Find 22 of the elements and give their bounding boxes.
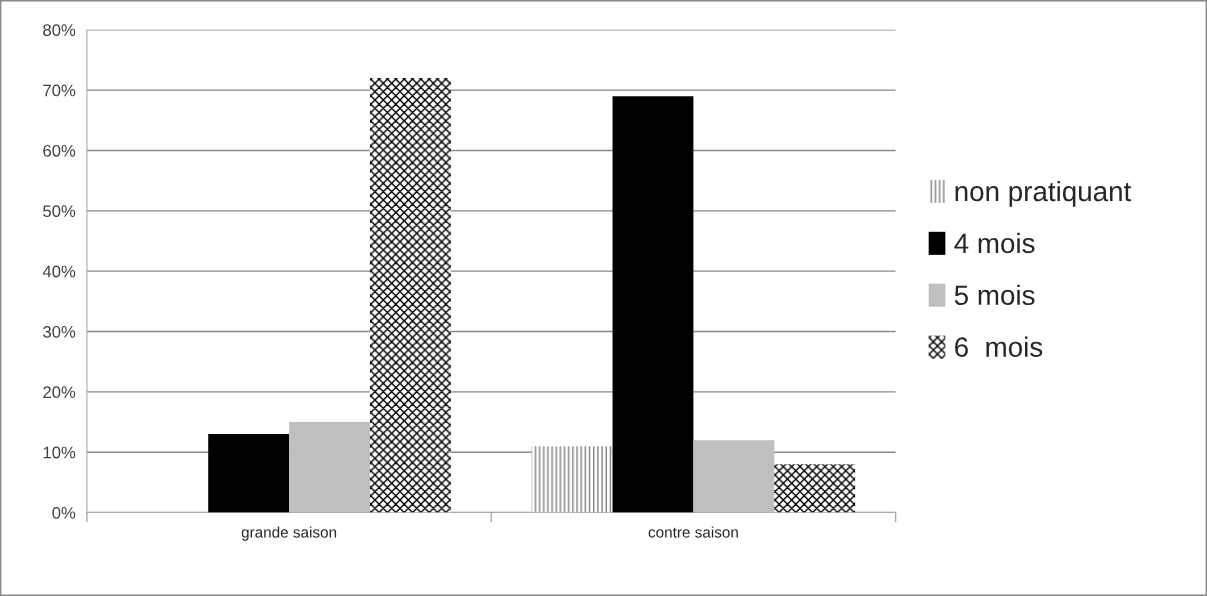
x-tick-label: grande saison: [241, 526, 337, 541]
bar: [774, 464, 856, 513]
bar: [289, 422, 370, 513]
bar: [693, 440, 775, 513]
y-tick-label: 80%: [43, 24, 76, 36]
bar: [612, 96, 694, 513]
y-tick-label: 40%: [42, 265, 76, 278]
y-tick-label: 30%: [43, 325, 76, 338]
y-tick-label: 10%: [43, 446, 76, 459]
x-tick-label: contre saison: [648, 526, 738, 538]
legend-label: non pratiquant: [955, 180, 1132, 207]
y-tick-label: 50%: [43, 205, 76, 218]
bar: [369, 78, 451, 513]
legend-label: 6 mois: [955, 336, 1043, 357]
bar: [208, 434, 290, 513]
y-tick-label: 70%: [43, 84, 76, 97]
y-tick-label: 0%: [52, 506, 76, 519]
y-tick-label: 20%: [43, 386, 76, 399]
bar: [531, 446, 613, 513]
legend-label: 5 mois: [954, 284, 1035, 306]
legend-label: 4 mois: [954, 232, 1035, 254]
y-tick-label: 60%: [43, 144, 76, 157]
